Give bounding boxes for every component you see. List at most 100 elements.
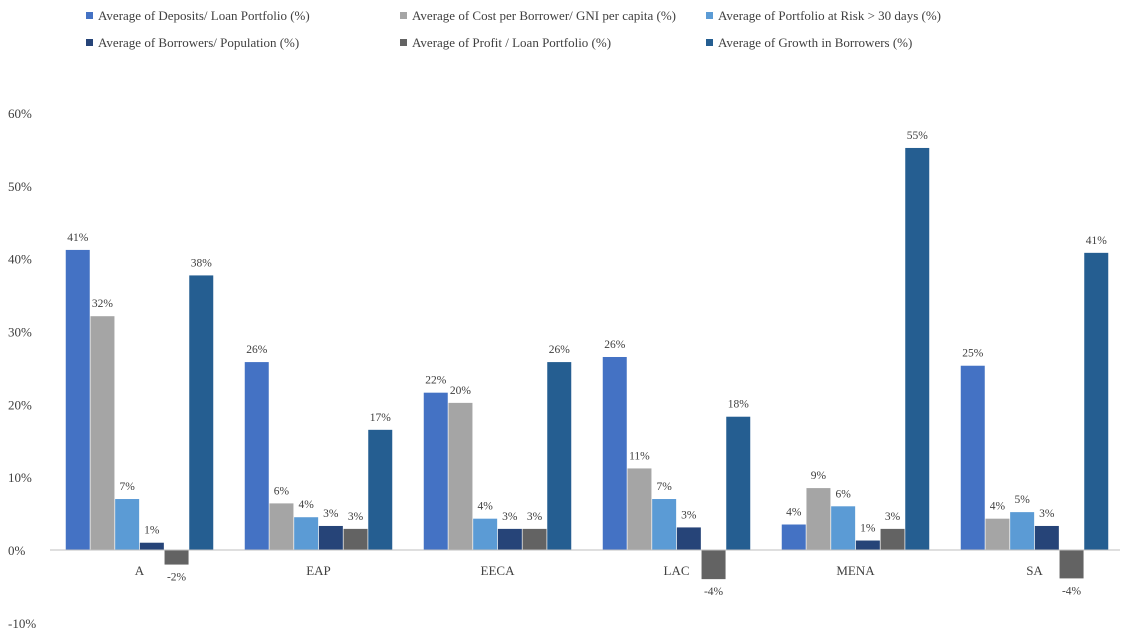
bar <box>318 525 343 550</box>
chart-legend: Average of Deposits/ Loan Portfolio (%) A… <box>86 8 941 50</box>
bar <box>781 524 806 550</box>
data-label: -4% <box>1062 585 1082 597</box>
legend-swatch <box>86 39 93 46</box>
legend-item: Average of Deposits/ Loan Portfolio (%) <box>86 8 310 23</box>
bar <box>855 540 880 550</box>
legend-item: Average of Borrowers/ Population (%) <box>86 35 299 50</box>
data-label: 3% <box>1039 508 1055 520</box>
y-tick-label: 60% <box>8 106 32 121</box>
data-label: 7% <box>656 481 672 493</box>
legend-item: Average of Cost per Borrower/ GNI per ca… <box>400 8 676 23</box>
data-label: 9% <box>811 470 827 482</box>
bar <box>602 356 627 550</box>
data-label: 4% <box>298 499 314 511</box>
data-label: 26% <box>549 344 571 356</box>
x-axis: A EAP EECA LAC MENA SA <box>50 549 1120 578</box>
data-label: 6% <box>274 485 290 497</box>
bar <box>726 416 751 550</box>
bar <box>368 429 393 550</box>
legend-label: Average of Borrowers/ Population (%) <box>98 35 299 50</box>
legend-swatch <box>400 12 407 19</box>
bar <box>90 316 115 550</box>
bar <box>269 503 294 550</box>
x-category-label: LAC <box>664 563 690 578</box>
legend-item: Average of Profit / Loan Portfolio (%) <box>400 35 611 50</box>
bar <box>806 488 831 550</box>
x-category-label: EAP <box>306 563 331 578</box>
bar <box>473 518 498 550</box>
data-label: 7% <box>119 481 135 493</box>
bar <box>343 528 368 550</box>
x-category-label: EECA <box>481 563 516 578</box>
bar <box>115 499 140 550</box>
legend-item: Average of Portfolio at Risk > 30 days (… <box>706 8 941 23</box>
bar <box>497 528 522 550</box>
bar <box>423 392 448 550</box>
data-label: 6% <box>835 488 851 500</box>
bar <box>547 362 572 550</box>
bar <box>189 275 214 550</box>
y-tick-label: 40% <box>8 252 32 267</box>
data-label: 3% <box>502 511 518 523</box>
data-label: 22% <box>425 375 447 387</box>
data-label: 11% <box>629 450 650 462</box>
data-label: 18% <box>728 399 750 411</box>
data-label: 3% <box>681 509 697 521</box>
bar <box>522 528 547 550</box>
data-label: 3% <box>348 511 364 523</box>
data-label: 4% <box>786 507 802 519</box>
data-label: 25% <box>962 348 984 360</box>
legend-label: Average of Portfolio at Risk > 30 days (… <box>718 8 941 23</box>
bar <box>65 249 90 550</box>
legend-swatch <box>86 12 93 19</box>
bar <box>701 550 726 580</box>
legend-label: Average of Growth in Borrowers (%) <box>718 35 912 50</box>
data-label: 26% <box>604 339 626 351</box>
bar <box>1084 252 1109 550</box>
data-label: 41% <box>67 232 89 244</box>
data-label: 4% <box>477 501 493 513</box>
data-labels: 41% 32% 7% 1% -2% 38% 26% 6% 4% 3% 3% 17% 22%20% 4% 3%… <box>67 130 1107 598</box>
data-label: 3% <box>323 508 339 520</box>
data-label: 20% <box>450 385 472 397</box>
y-tick-label: 10% <box>8 470 32 485</box>
legend-label: Average of Cost per Borrower/ GNI per ca… <box>412 8 676 23</box>
legend-label: Average of Profit / Loan Portfolio (%) <box>412 35 611 50</box>
x-category-label: MENA <box>836 563 875 578</box>
bar <box>905 147 930 550</box>
y-tick-label: 20% <box>8 397 32 412</box>
data-label: 32% <box>92 298 114 310</box>
y-tick-label: 0% <box>8 543 26 558</box>
bar <box>985 518 1010 550</box>
x-category-label: A <box>135 563 145 578</box>
data-label: 26% <box>246 344 268 356</box>
bar <box>139 542 164 550</box>
data-label: -2% <box>167 572 187 584</box>
legend-label: Average of Deposits/ Loan Portfolio (%) <box>98 8 310 23</box>
bar <box>652 499 677 550</box>
bar-series-group <box>65 147 1109 580</box>
legend-swatch <box>706 12 713 19</box>
bar <box>448 402 473 550</box>
data-label: 1% <box>144 525 160 537</box>
y-tick-label: 30% <box>8 325 32 340</box>
data-label: 1% <box>860 523 876 535</box>
bar <box>244 362 269 550</box>
legend-swatch <box>400 39 407 46</box>
bar <box>676 527 701 550</box>
y-axis: -10% 0% 10% 20% 30% 40% 50% 60% <box>8 106 36 631</box>
data-label: -4% <box>704 586 724 598</box>
legend-item: Average of Growth in Borrowers (%) <box>706 35 912 50</box>
bar <box>627 468 652 550</box>
data-label: 3% <box>527 511 543 523</box>
data-label: 41% <box>1086 235 1108 247</box>
legend-swatch <box>706 39 713 46</box>
data-label: 17% <box>370 412 392 424</box>
data-label: 55% <box>907 130 929 142</box>
bar <box>880 528 905 550</box>
bar <box>1010 512 1035 550</box>
y-tick-label: 50% <box>8 179 32 194</box>
data-label: 3% <box>885 511 901 523</box>
x-category-label: SA <box>1026 563 1043 578</box>
